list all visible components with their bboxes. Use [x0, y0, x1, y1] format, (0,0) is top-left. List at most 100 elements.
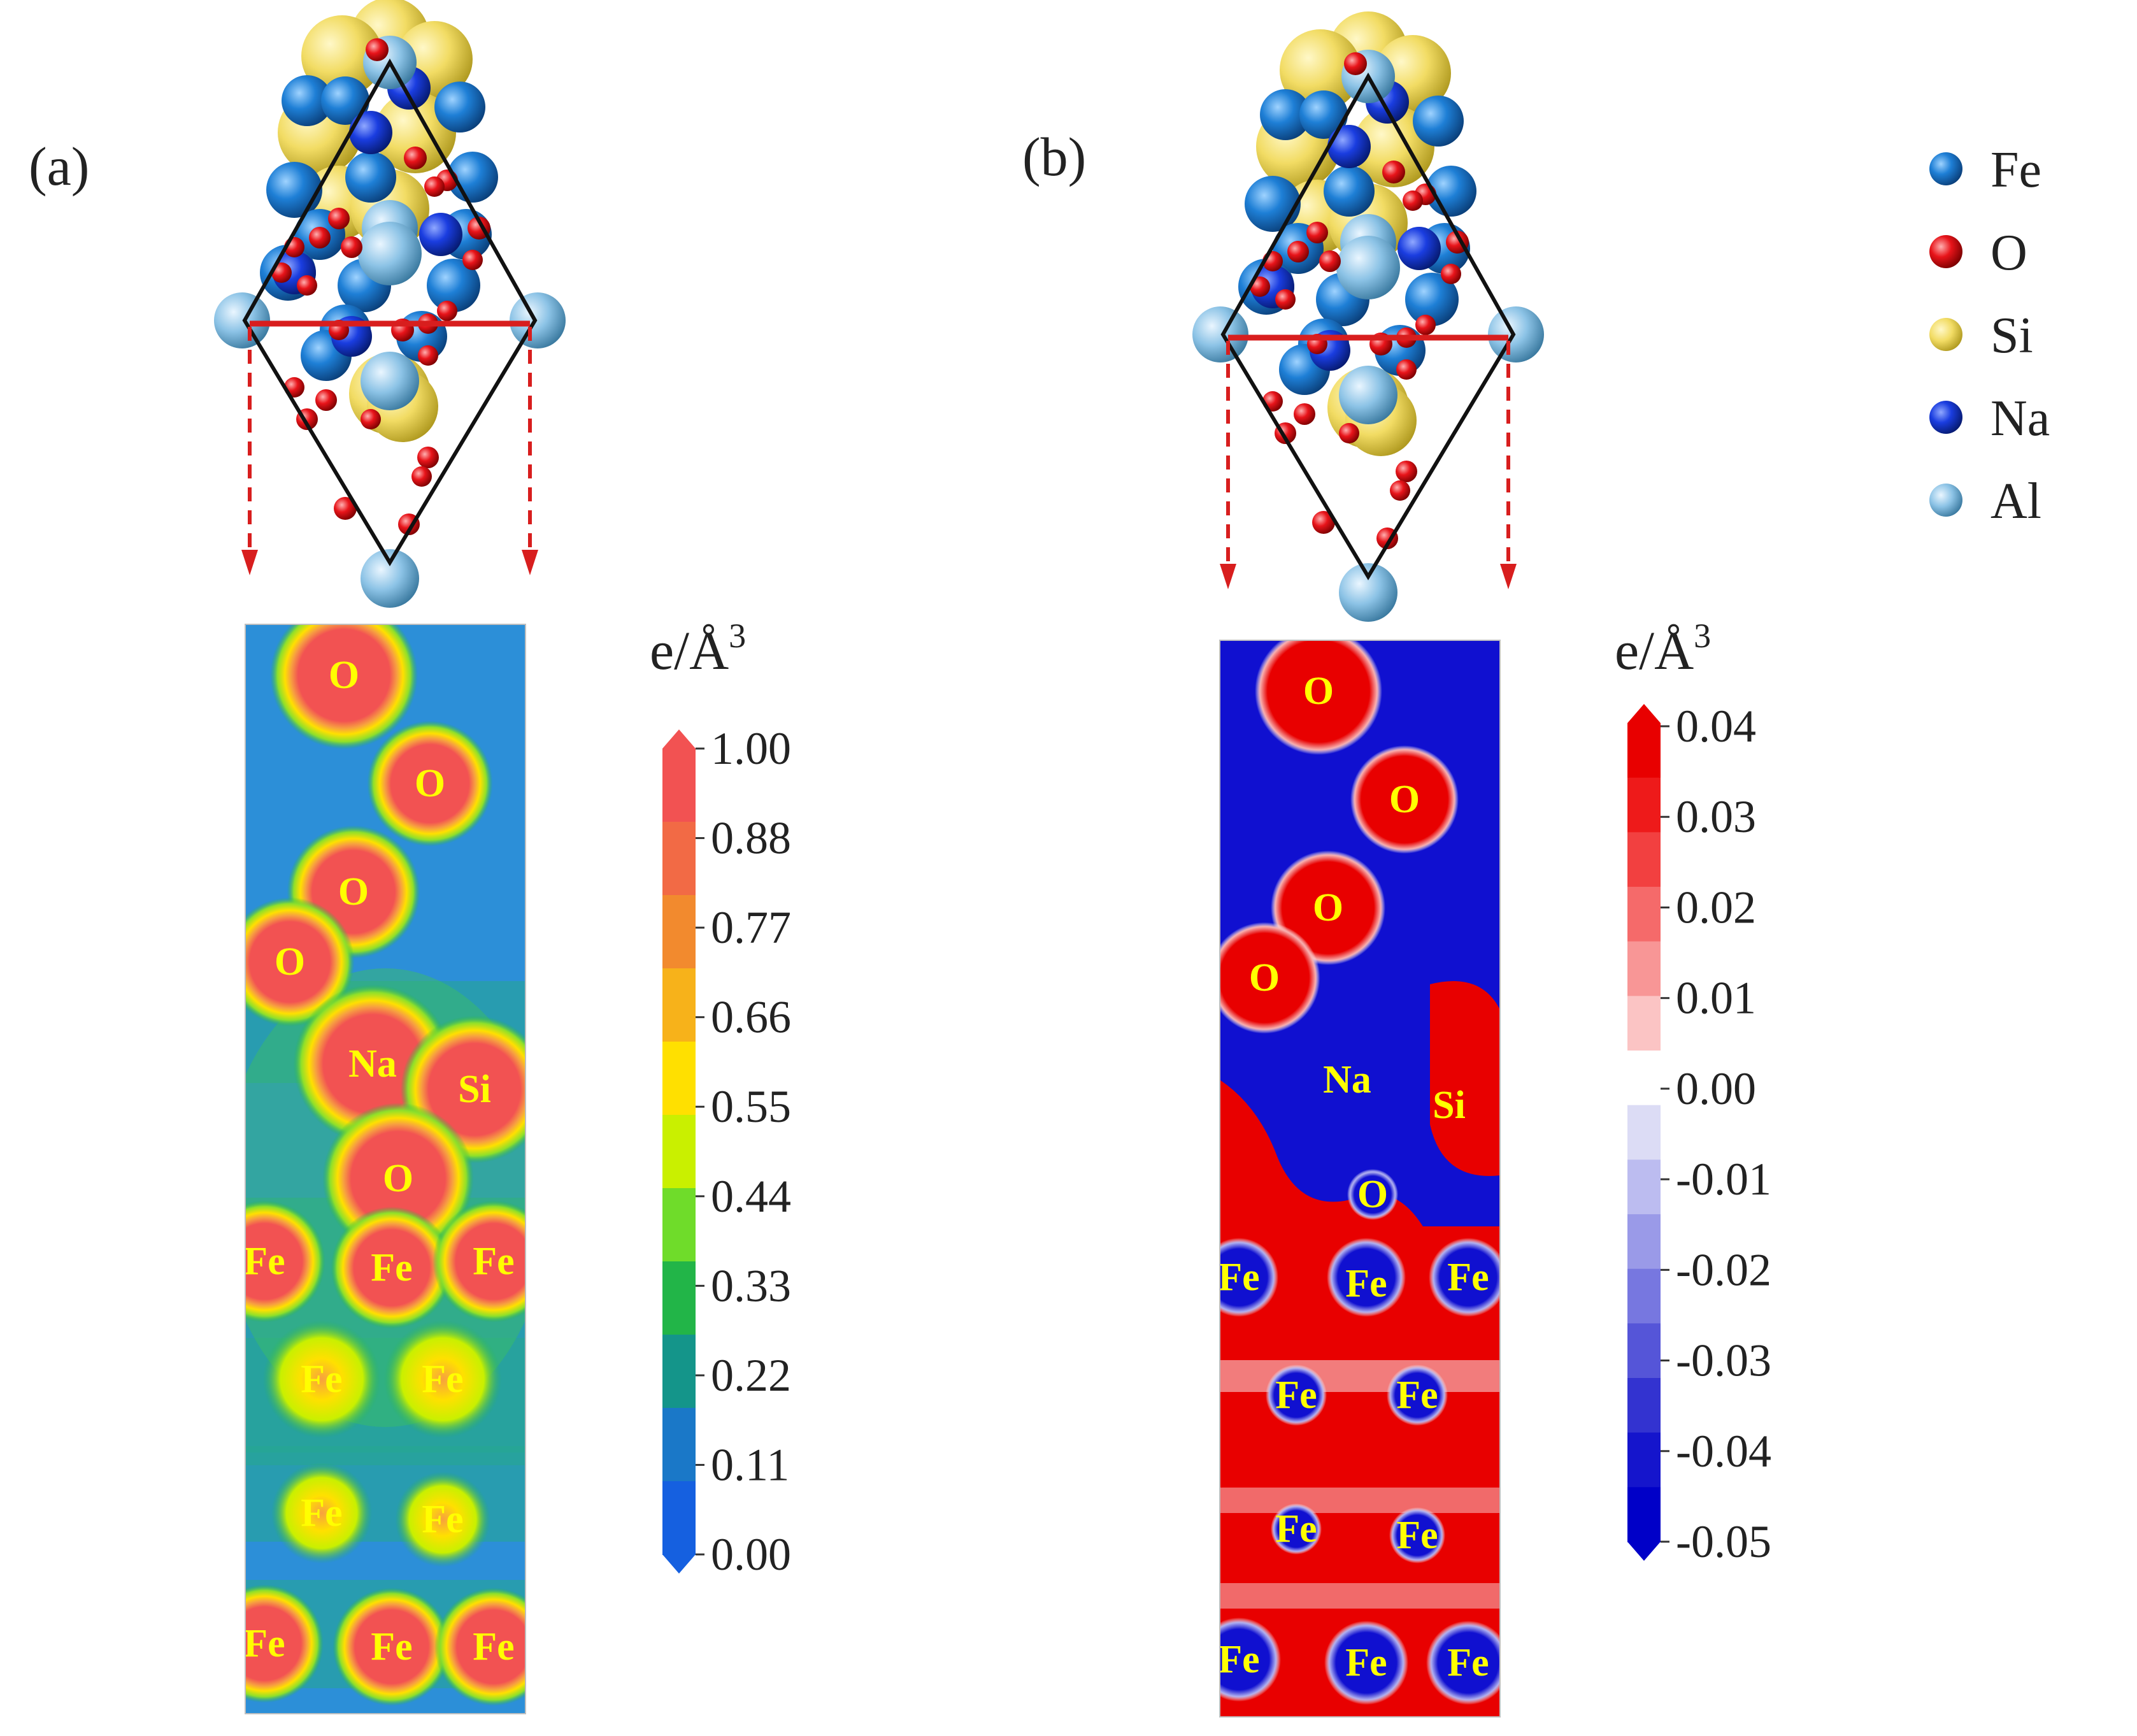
colorbar-segment	[1627, 1214, 1661, 1270]
colorbar-max-cap	[662, 729, 696, 749]
density-loss-region	[1220, 1238, 1278, 1317]
si-legend-swatch	[1929, 318, 1962, 351]
o-atom	[418, 345, 438, 366]
colorbar-tick-label: 0.03	[1676, 791, 1756, 842]
map-b-atom-label: O	[1389, 778, 1420, 821]
fe-atom	[282, 75, 332, 126]
colorbar-segment	[1627, 996, 1661, 1051]
fe-legend-swatch	[1929, 152, 1962, 185]
map-b-atom-label: O	[1303, 670, 1334, 713]
o-atom	[1306, 222, 1328, 243]
map-a-atom-label: O	[415, 762, 445, 805]
map-b-atom-label: Fe	[1218, 1638, 1259, 1681]
map-b-atom-label: Fe	[1275, 1507, 1317, 1551]
colorbar-segment	[1627, 777, 1661, 833]
o-atom	[1415, 315, 1436, 335]
colorbar-tick-label: 0.44	[711, 1171, 791, 1222]
map-a-atom-label: Fe	[371, 1246, 412, 1289]
map-a-atom-label: O	[338, 870, 369, 914]
density-gain-region	[1255, 640, 1382, 755]
density-peak	[245, 1584, 324, 1703]
crystal-structure-a	[214, 0, 566, 608]
colorbar-segment	[662, 895, 696, 969]
colorbar-segment	[1627, 887, 1661, 942]
al-atom	[510, 292, 566, 348]
density-loss-region	[1327, 1238, 1406, 1317]
density-loss-region	[1426, 1621, 1500, 1705]
colorbar-tick-label: -0.01	[1676, 1154, 1771, 1205]
legend-label: Fe	[1990, 142, 2041, 198]
colorbar-min-cap	[1627, 1542, 1661, 1561]
o-atom	[1396, 359, 1417, 380]
colorbar-b: 0.04 0.03 0.02 0.01 0.00 -0.01 -0.02 -0.03 -0.04…	[1627, 701, 1771, 1567]
colorbar-tick-label: 0.00	[711, 1529, 791, 1580]
fe-atom	[1299, 90, 1348, 139]
colorbar-segment	[662, 1335, 696, 1409]
density-peak	[245, 1200, 325, 1323]
colorbar-a-unit: e/Å3	[650, 617, 746, 681]
al-atom	[358, 222, 422, 285]
colorbar-tick-label: 0.22	[711, 1350, 791, 1401]
o-atom	[315, 389, 337, 411]
fe-atom	[427, 259, 480, 312]
density-peak	[271, 1462, 373, 1564]
panel-b-label: (b)	[1022, 126, 1086, 187]
colorbar-tick-label: 0.66	[711, 992, 791, 1043]
density-peak	[245, 897, 355, 1027]
o-atom	[1390, 480, 1410, 501]
o-atom	[1319, 250, 1341, 272]
projection-arrow-head	[241, 550, 258, 575]
projection-arrow-head	[1500, 564, 1517, 589]
o-atom	[1294, 403, 1315, 425]
o-atom	[1275, 289, 1296, 310]
map-a-atom-label: Fe	[473, 1240, 514, 1283]
legend-label: O	[1990, 225, 2027, 281]
fe-atom	[434, 82, 485, 133]
map-b-atom-label: Fe	[1345, 1641, 1387, 1684]
colorbar-segment	[1627, 1487, 1661, 1542]
density-gain-region	[1350, 745, 1459, 854]
density-peak	[332, 1588, 451, 1706]
colorbar-segment	[1627, 941, 1661, 997]
colorbar-tick-label: 0.33	[711, 1260, 791, 1311]
panel-a-label: (a)	[29, 136, 89, 197]
al-atom	[361, 549, 419, 608]
o-legend-swatch	[1929, 235, 1962, 268]
o-atom	[417, 447, 439, 468]
map-b-atom-label: Si	[1433, 1084, 1466, 1127]
legend-label: Al	[1990, 473, 2041, 529]
colorbar-tick-label: 0.04	[1676, 701, 1756, 752]
na-legend-swatch	[1929, 401, 1962, 434]
legend-label: Si	[1990, 308, 2033, 364]
na-atom	[419, 213, 462, 256]
map-a-atom-label: O	[275, 940, 305, 984]
colorbar-segment	[662, 822, 696, 896]
colorbar-segment	[1627, 1159, 1661, 1215]
density-peak	[432, 1200, 525, 1323]
al-atom	[1488, 306, 1544, 362]
o-atom	[424, 176, 445, 197]
colorbar-segment	[662, 1261, 696, 1335]
o-atom	[341, 236, 362, 258]
colorbar-tick-label: 0.02	[1676, 882, 1756, 933]
map-a-atom-label: Fe	[371, 1625, 412, 1668]
al-atom	[361, 352, 419, 410]
al-legend-swatch	[1929, 484, 1962, 517]
map-b-atom-label: Fe	[1218, 1256, 1259, 1299]
colorbar-segment	[662, 1115, 696, 1189]
map-a-atom-label: Fe	[473, 1625, 514, 1668]
colorbar-tick-label: -0.03	[1676, 1335, 1771, 1386]
crystal-structure-b	[1192, 11, 1544, 622]
o-atom	[1344, 52, 1367, 75]
o-atom	[297, 275, 317, 296]
na-atom	[1327, 125, 1371, 168]
map-a-atom-label: Na	[348, 1042, 397, 1086]
o-atom	[1339, 423, 1359, 443]
map-a-atom-label: Fe	[422, 1358, 463, 1401]
o-atom	[437, 301, 457, 321]
colorbar-tick-label: -0.04	[1676, 1426, 1771, 1477]
map-b-atom-label: Fe	[1396, 1514, 1438, 1557]
density-loss-region	[1324, 1621, 1408, 1705]
o-atom	[334, 497, 357, 520]
o-atom	[1441, 264, 1461, 284]
